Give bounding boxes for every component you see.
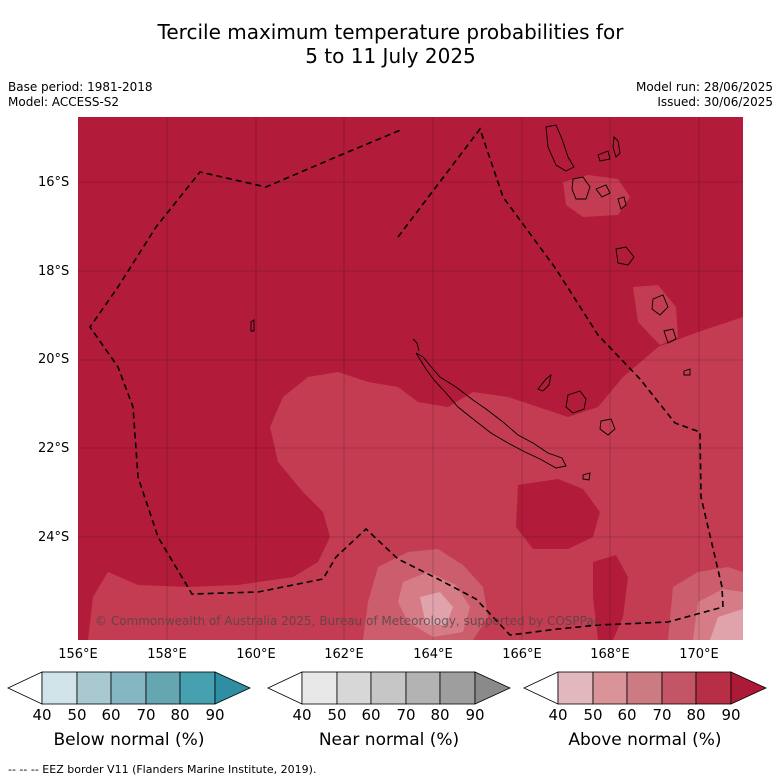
colorbar-near-tick: 80 <box>430 706 450 724</box>
colorbar-above-tick: 50 <box>583 706 603 724</box>
lon-label-166e: 166°E <box>502 647 542 662</box>
lat-label-22s: 22°S <box>38 441 70 456</box>
colorbar-near-tick: 70 <box>396 706 416 724</box>
colorbar-above-seg3 <box>626 671 663 705</box>
colorbar-above-seg5 <box>695 671 732 705</box>
colorbar-above-seg4 <box>661 671 697 705</box>
lat-label-24s: 24°S <box>38 530 70 545</box>
model-text: Model: ACCESS-S2 <box>8 95 120 109</box>
maewo-island <box>597 150 611 162</box>
model-run-text: Model run: 28/06/2025 <box>635 80 773 94</box>
chesterfield-islands <box>250 319 255 332</box>
lon-label-156e: 156°E <box>58 647 98 662</box>
colorbar-near-tick: 50 <box>327 706 347 724</box>
eez-border <box>89 127 724 636</box>
lon-label-162e: 162°E <box>324 647 364 662</box>
tanna-island <box>663 328 677 344</box>
lon-label-160e: 160°E <box>236 647 276 662</box>
lon-label-164e: 164°E <box>413 647 453 662</box>
colorbar-below-svg <box>7 671 251 705</box>
colorbar-below-tick: 50 <box>67 706 87 724</box>
colorbar-near-label: Near normal (%) <box>318 730 460 750</box>
belep-islands <box>412 338 420 352</box>
chart-title-line2: 5 to 11 July 2025 <box>305 44 476 68</box>
colorbar-below-label: Below normal (%) <box>53 730 205 750</box>
malekula-island <box>571 176 591 200</box>
colorbar-above-seg6 <box>730 671 767 705</box>
colorbar-above-svg <box>523 671 767 705</box>
colorbar-above-tick: 40 <box>548 706 568 724</box>
colorbar-below-seg3 <box>110 671 147 705</box>
colorbar-below-seg4 <box>145 671 181 705</box>
colorbar-below-tick: 40 <box>32 706 52 724</box>
above-50-region-se <box>710 609 743 640</box>
colorbar-below-seg1 <box>41 671 78 705</box>
colorbar-near-tick: 90 <box>465 706 485 724</box>
colorbar-below-seg5 <box>179 671 216 705</box>
mare-island <box>599 418 616 436</box>
above-90-patch-east <box>516 479 600 549</box>
erromango-island <box>651 294 669 316</box>
colorbar-above-tick: 80 <box>686 706 706 724</box>
above-80-patch-north <box>563 175 630 217</box>
colorbar-near-seg2 <box>336 671 372 705</box>
lat-label-16s: 16°S <box>38 175 70 190</box>
lon-label-168e: 168°E <box>590 647 630 662</box>
espiritu-santo <box>545 124 575 172</box>
colorbar-above-seg2 <box>592 671 628 705</box>
colorbar-below-tick: 90 <box>205 706 225 724</box>
colorbar-near-seg5 <box>439 671 476 705</box>
shepherd-islands <box>617 196 627 210</box>
ouvea-island <box>537 373 552 392</box>
colorbar-above-seg1 <box>557 671 594 705</box>
base-period-text: Base period: 1981-2018 <box>8 80 153 94</box>
colorbar-below-seg2 <box>76 671 112 705</box>
above-90-patch-south <box>593 555 628 640</box>
colorbar-near-svg <box>267 671 511 705</box>
above-50-region-south <box>420 592 453 625</box>
graticule <box>78 117 743 640</box>
colorbar-above-tick: 70 <box>652 706 672 724</box>
colorbar-near-seg1 <box>301 671 338 705</box>
lat-label-18s: 18°S <box>38 264 70 279</box>
pentecost-island <box>612 136 621 158</box>
lon-label-158e: 158°E <box>147 647 187 662</box>
above-80-region <box>88 317 743 640</box>
new-caledonia-coastline <box>415 352 567 469</box>
colorbar-below-seg6 <box>214 671 251 705</box>
meta-right: Model run: 28/06/2025 Issued: 30/06/2025 <box>636 80 773 110</box>
map-svg <box>78 117 743 640</box>
colorbar-above-tick: 60 <box>617 706 637 724</box>
isle-of-pines <box>582 472 591 481</box>
colorbar-above-label: Above normal (%) <box>568 730 722 750</box>
colorbar-above-seg0 <box>523 671 559 705</box>
eez-footnote: -- -- -- EEZ border V11 (Flanders Marine… <box>8 763 317 776</box>
aneityum-island <box>683 368 691 376</box>
epi-island <box>595 184 611 198</box>
colorbar-below-seg0 <box>7 671 43 705</box>
colorbar-above-tick: 90 <box>721 706 741 724</box>
efate-island <box>615 246 635 266</box>
colorbar-below-tick: 60 <box>101 706 121 724</box>
meta-left: Base period: 1981-2018 Model: ACCESS-S2 <box>8 80 153 110</box>
lifou-island <box>565 390 587 414</box>
colorbar-near-seg3 <box>370 671 407 705</box>
copyright-credit: © Commonwealth of Australia 2025, Bureau… <box>95 614 601 628</box>
colorbar-near-seg4 <box>405 671 441 705</box>
lon-label-170e: 170°E <box>679 647 719 662</box>
colorbar-near-seg0 <box>267 671 303 705</box>
probability-map[interactable] <box>78 117 743 640</box>
lat-label-20s: 20°S <box>38 352 70 367</box>
colorbar-near-seg6 <box>474 671 511 705</box>
colorbar-near-tick: 60 <box>361 706 381 724</box>
issued-text: Issued: 30/06/2025 <box>657 95 773 109</box>
colorbar-below-tick: 70 <box>136 706 156 724</box>
colorbar-near-tick: 40 <box>292 706 312 724</box>
chart-title-line1: Tercile maximum temperature probabilitie… <box>157 20 624 44</box>
colorbar-below-tick: 80 <box>170 706 190 724</box>
